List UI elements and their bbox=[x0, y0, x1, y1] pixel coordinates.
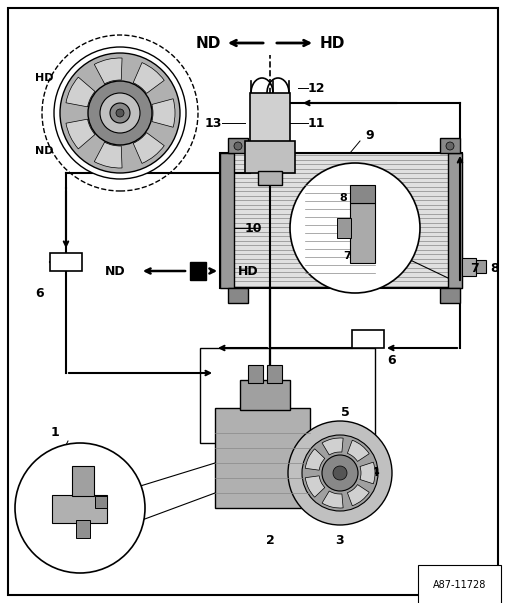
Text: 1: 1 bbox=[50, 426, 59, 440]
Wedge shape bbox=[347, 440, 369, 461]
Text: 4: 4 bbox=[370, 467, 379, 479]
Bar bbox=[215, 408, 310, 508]
Bar bbox=[189, 262, 206, 280]
Bar bbox=[220, 153, 461, 288]
Text: 11: 11 bbox=[308, 116, 325, 130]
Text: HD: HD bbox=[35, 73, 54, 83]
Bar bbox=[199, 348, 374, 443]
Circle shape bbox=[54, 47, 186, 179]
Wedge shape bbox=[321, 438, 342, 455]
Bar bbox=[220, 153, 233, 288]
Bar bbox=[447, 153, 461, 288]
Bar bbox=[439, 288, 459, 303]
Text: 5: 5 bbox=[340, 406, 348, 420]
Wedge shape bbox=[347, 485, 369, 506]
Bar bbox=[50, 253, 82, 271]
Wedge shape bbox=[66, 77, 95, 107]
Text: A87-11728: A87-11728 bbox=[432, 580, 485, 590]
Bar bbox=[52, 495, 107, 523]
Wedge shape bbox=[133, 63, 164, 93]
Circle shape bbox=[15, 443, 145, 573]
Wedge shape bbox=[321, 491, 342, 508]
Wedge shape bbox=[94, 142, 122, 168]
Circle shape bbox=[60, 53, 180, 173]
Bar bbox=[258, 171, 281, 185]
Wedge shape bbox=[66, 119, 95, 149]
Text: 8: 8 bbox=[338, 193, 346, 203]
Text: 3: 3 bbox=[335, 534, 343, 548]
Circle shape bbox=[116, 109, 124, 117]
Bar bbox=[267, 365, 281, 383]
Text: 6: 6 bbox=[387, 355, 395, 367]
Circle shape bbox=[287, 421, 391, 525]
Circle shape bbox=[100, 93, 140, 133]
Text: 9: 9 bbox=[365, 128, 374, 142]
Text: 10: 10 bbox=[244, 221, 262, 235]
Circle shape bbox=[233, 142, 241, 150]
Circle shape bbox=[332, 466, 346, 480]
Text: 12: 12 bbox=[308, 81, 325, 95]
Wedge shape bbox=[305, 449, 324, 470]
Wedge shape bbox=[359, 462, 374, 484]
Text: ND: ND bbox=[195, 36, 220, 51]
Circle shape bbox=[445, 142, 453, 150]
Wedge shape bbox=[94, 58, 122, 84]
Text: 2: 2 bbox=[265, 534, 274, 548]
Bar bbox=[349, 203, 374, 263]
Bar bbox=[76, 520, 90, 538]
Circle shape bbox=[301, 435, 377, 511]
Bar bbox=[336, 218, 350, 238]
Text: ND: ND bbox=[105, 265, 125, 277]
Bar bbox=[72, 466, 94, 496]
Bar bbox=[228, 138, 247, 153]
Circle shape bbox=[289, 163, 419, 293]
Bar bbox=[461, 258, 475, 276]
Circle shape bbox=[110, 103, 130, 123]
Bar bbox=[475, 260, 485, 273]
Circle shape bbox=[88, 81, 152, 145]
Bar bbox=[249, 93, 289, 143]
Bar bbox=[439, 138, 459, 153]
Bar bbox=[349, 185, 374, 203]
Bar bbox=[244, 141, 294, 173]
Text: 6: 6 bbox=[36, 286, 44, 300]
Text: HD: HD bbox=[319, 36, 344, 51]
Bar bbox=[351, 330, 383, 348]
Bar bbox=[239, 380, 289, 410]
Wedge shape bbox=[133, 133, 164, 163]
Text: HD: HD bbox=[237, 265, 258, 277]
Text: 7: 7 bbox=[469, 262, 478, 274]
Text: 7: 7 bbox=[342, 251, 350, 261]
Circle shape bbox=[321, 455, 358, 491]
Text: ND: ND bbox=[35, 146, 54, 156]
Wedge shape bbox=[305, 476, 324, 497]
Text: 8: 8 bbox=[489, 262, 497, 274]
Wedge shape bbox=[152, 99, 175, 127]
Bar bbox=[228, 288, 247, 303]
Bar bbox=[247, 365, 263, 383]
Bar bbox=[95, 496, 107, 508]
Text: 13: 13 bbox=[204, 116, 222, 130]
